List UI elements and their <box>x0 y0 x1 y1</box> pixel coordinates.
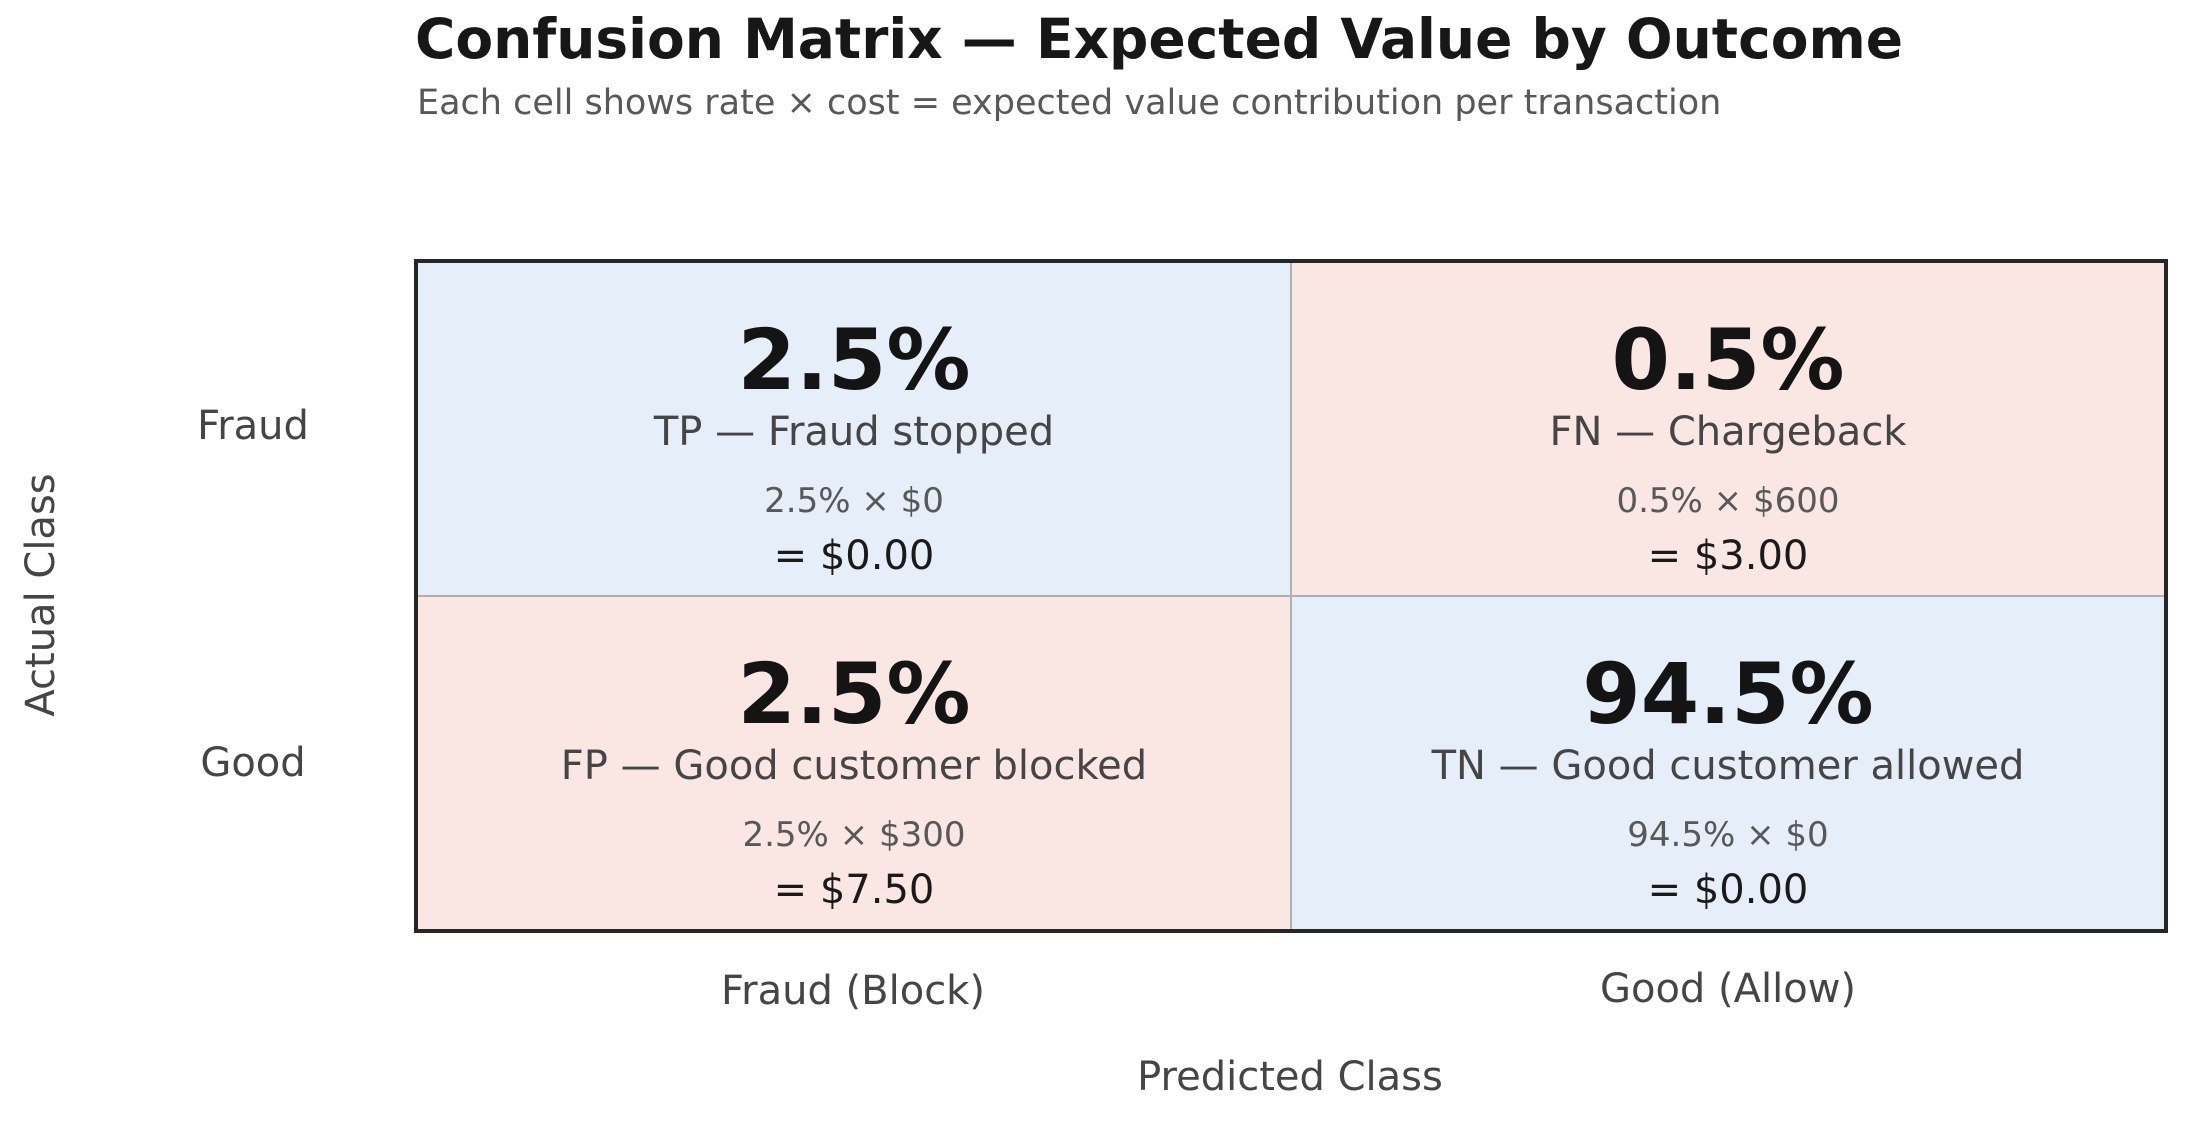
row-tick-fraud: Fraud <box>197 403 309 449</box>
fn-outcome-label: FN — Chargeback <box>1549 409 1907 456</box>
x-axis-label: Predicted Class <box>1137 1054 1443 1100</box>
fp-outcome-label: FP — Good customer blocked <box>560 743 1148 790</box>
confusion-matrix: 2.5% TP — Fraud stopped 2.5% × $0 = $0.0… <box>414 259 2168 933</box>
fn-rate: 0.5% <box>1611 311 1845 410</box>
tp-expected-value: = $0.00 <box>773 533 935 580</box>
fp-expected-value: = $7.50 <box>773 867 935 914</box>
col-tick-good-allow: Good (Allow) <box>1599 966 1857 1012</box>
tp-outcome-label: TP — Fraud stopped <box>653 409 1055 456</box>
tp-rate: 2.5% <box>737 311 971 410</box>
fn-formula: 0.5% × $600 <box>1616 480 1840 521</box>
y-axis-label: Actual Class <box>18 473 64 717</box>
chart-subtitle: Each cell shows rate × cost = expected v… <box>417 83 1722 123</box>
cell-true-negative: 94.5% TN — Good customer allowed 94.5% ×… <box>1292 597 2164 929</box>
chart-title: Confusion Matrix — Expected Value by Out… <box>415 7 1904 71</box>
tp-formula: 2.5% × $0 <box>764 480 944 521</box>
cell-true-positive: 2.5% TP — Fraud stopped 2.5% × $0 = $0.0… <box>418 263 1290 595</box>
fp-formula: 2.5% × $300 <box>742 814 966 855</box>
cell-false-negative: 0.5% FN — Chargeback 0.5% × $600 = $3.00 <box>1292 263 2164 595</box>
cell-false-positive: 2.5% FP — Good customer blocked 2.5% × $… <box>418 597 1290 929</box>
tn-expected-value: = $0.00 <box>1647 867 1809 914</box>
tn-rate: 94.5% <box>1582 645 1874 744</box>
fn-expected-value: = $3.00 <box>1647 533 1809 580</box>
fp-rate: 2.5% <box>737 645 971 744</box>
tn-outcome-label: TN — Good customer allowed <box>1431 743 2025 790</box>
row-tick-good: Good <box>200 740 306 786</box>
tn-formula: 94.5% × $0 <box>1627 814 1829 855</box>
col-tick-fraud-block: Fraud (Block) <box>721 968 985 1014</box>
